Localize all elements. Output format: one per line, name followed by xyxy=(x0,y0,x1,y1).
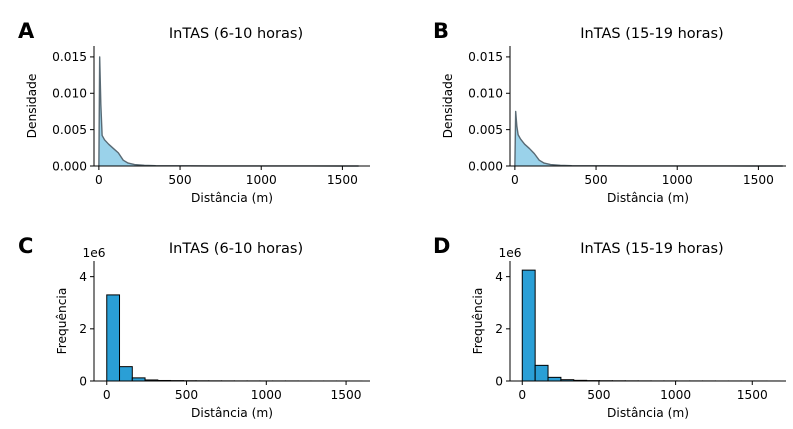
y-tick-label: 4 xyxy=(495,270,503,284)
y-tick-label: 2 xyxy=(79,322,87,336)
chart-title: InTAS (6-10 horas) xyxy=(169,241,303,257)
x-tick-label: 500 xyxy=(584,173,607,187)
x-tick-label: 500 xyxy=(175,388,198,402)
y-tick-label: 0 xyxy=(495,374,503,388)
y-axis-label: Frequência xyxy=(55,288,69,355)
x-tick-label: 1000 xyxy=(246,173,277,187)
panel-letter: C xyxy=(18,234,33,258)
x-axis-label: Distância (m) xyxy=(191,406,273,420)
histogram-bar xyxy=(547,376,562,382)
panel-letter: A xyxy=(18,19,35,43)
chart-panel-d: D InTAS (15-19 horas) 0 500 1000 1500 0 2 4 Distâ… xyxy=(433,234,786,420)
x-axis-label: Distância (m) xyxy=(607,191,689,205)
y-offset-label: 1e6 xyxy=(498,246,521,260)
x-tick-label: 0 xyxy=(103,388,111,402)
x-tick-label: 0 xyxy=(95,173,103,187)
y-offset-label: 1e6 xyxy=(82,246,105,260)
y-tick-label: 0.010 xyxy=(52,87,87,101)
chart-title: InTAS (15-19 horas) xyxy=(580,26,723,42)
chart-panel-c: C InTAS (6-10 horas) 0 500 1000 1500 0 2 4 Distân… xyxy=(18,234,370,420)
x-tick-label: 1000 xyxy=(251,388,282,402)
x-tick-label: 1500 xyxy=(331,388,362,402)
y-tick-label: 0 xyxy=(79,374,87,388)
y-tick-label: 4 xyxy=(79,270,87,284)
histogram-bar xyxy=(119,366,133,382)
x-tick-label: 500 xyxy=(168,173,191,187)
x-tick-label: 1500 xyxy=(743,173,774,187)
y-tick-label: 0.005 xyxy=(468,123,503,137)
histogram-bar xyxy=(521,269,536,382)
panel-letter: D xyxy=(433,234,450,258)
y-tick-label: 0.005 xyxy=(52,123,87,137)
x-axis-label: Distância (m) xyxy=(191,191,273,205)
y-tick-label: 0.015 xyxy=(468,50,503,64)
density-area xyxy=(514,111,783,166)
chart-panel-b: B InTAS (15-19 horas) 0 500 1000 1500 0.000 0.0… xyxy=(433,19,786,205)
x-tick-label: 1500 xyxy=(737,388,768,402)
y-axis-label: Densidade xyxy=(25,74,39,139)
y-tick-label: 0.000 xyxy=(468,159,503,173)
y-tick-label: 0.015 xyxy=(52,50,87,64)
chart-title: InTAS (15-19 horas) xyxy=(580,241,723,257)
density-area xyxy=(98,56,359,166)
density-line xyxy=(514,110,783,167)
x-tick-label: 1500 xyxy=(327,173,358,187)
x-tick-label: 500 xyxy=(587,388,610,402)
histogram-bar xyxy=(534,364,549,382)
panel-letter: B xyxy=(433,19,449,43)
x-axis-label: Distância (m) xyxy=(607,406,689,420)
x-tick-label: 1000 xyxy=(660,388,691,402)
x-tick-label: 0 xyxy=(511,173,519,187)
x-tick-label: 1000 xyxy=(662,173,693,187)
y-tick-label: 2 xyxy=(495,322,503,336)
y-axis-label: Frequência xyxy=(471,288,485,355)
x-tick-label: 0 xyxy=(518,388,526,402)
chart-title: InTAS (6-10 horas) xyxy=(169,26,303,42)
y-axis-label: Densidade xyxy=(441,74,455,139)
chart-panel-a: A InTAS (6-10 horas) 0 500 1000 1500 0.000 0.00… xyxy=(18,19,370,205)
y-tick-label: 0.010 xyxy=(468,87,503,101)
density-line xyxy=(98,56,359,167)
y-tick-label: 0.000 xyxy=(52,159,87,173)
histogram-bar xyxy=(106,294,121,382)
